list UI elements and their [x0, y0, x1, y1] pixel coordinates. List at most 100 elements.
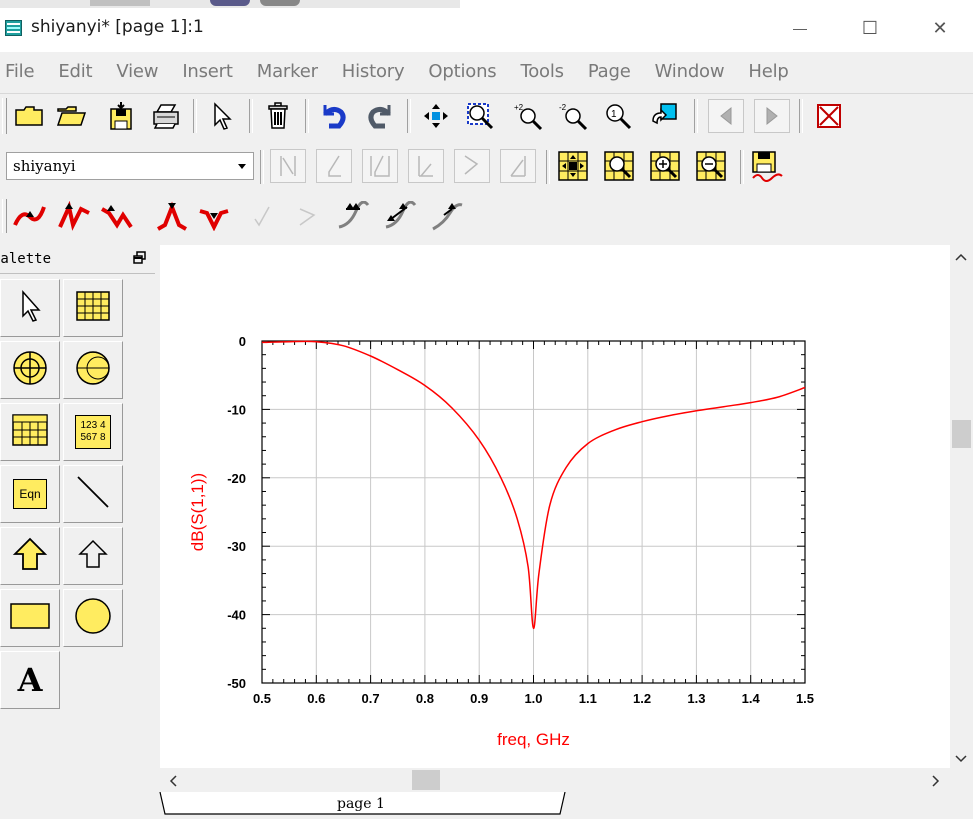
menu-help[interactable]: Help — [748, 60, 789, 82]
stop-icon[interactable] — [812, 99, 846, 133]
undo-icon[interactable] — [317, 99, 351, 133]
menu-insert[interactable]: Insert — [182, 60, 233, 82]
delete-icon[interactable] — [261, 99, 295, 133]
trace-left-icon[interactable] — [362, 149, 398, 183]
prev-trace-icon[interactable] — [316, 149, 352, 183]
line-tool[interactable] — [63, 465, 123, 523]
redo-icon[interactable] — [363, 99, 397, 133]
app-icon — [5, 20, 22, 36]
close-button[interactable]: ✕ — [920, 14, 960, 42]
move-icon[interactable] — [419, 99, 453, 133]
trace-right-icon[interactable] — [408, 149, 444, 183]
marker-delta-mode-icon[interactable] — [383, 199, 417, 233]
print-icon[interactable] — [149, 99, 183, 133]
next-trace-icon[interactable] — [454, 149, 490, 183]
toolbar-separator — [407, 99, 411, 133]
zoom-out-plot-icon[interactable] — [694, 149, 728, 183]
list-table-tool[interactable] — [0, 403, 60, 461]
x-axis-label: freq, GHz — [497, 730, 570, 749]
marker-disabled-1-icon[interactable] — [245, 199, 279, 233]
rectangular-plot-tool[interactable] — [63, 279, 123, 337]
prev-page-icon[interactable] — [708, 99, 744, 133]
insert-page-icon[interactable] — [647, 99, 681, 133]
x-tick-label: 1.5 — [796, 691, 814, 706]
equation-tool[interactable]: Eqn — [0, 465, 60, 523]
zoom-fit-icon[interactable] — [556, 149, 590, 183]
polyline-tool[interactable] — [0, 527, 60, 585]
toolbar-separator — [740, 150, 744, 184]
scroll-left-icon[interactable] — [168, 774, 178, 792]
polygon-tool[interactable] — [63, 527, 123, 585]
first-trace-icon[interactable] — [270, 149, 306, 183]
x-tick-label: 0.7 — [362, 691, 380, 706]
zoom-box-icon[interactable] — [463, 99, 497, 133]
menu-window[interactable]: Window — [654, 60, 725, 82]
vertical-scrollbar[interactable] — [950, 245, 973, 768]
page-tab-1[interactable]: page 1 — [337, 796, 385, 812]
horizontal-scroll-thumb[interactable] — [412, 770, 440, 790]
text-tool[interactable]: A — [0, 651, 60, 709]
y-tick-label: -30 — [227, 539, 246, 554]
polar-plot-tool[interactable] — [0, 341, 60, 399]
minimize-button[interactable]: — — [780, 14, 820, 42]
menu-page[interactable]: Page — [587, 60, 631, 82]
stacked-table-tool[interactable]: 123 4 567 8 — [63, 403, 123, 461]
pointer-tool[interactable] — [0, 279, 60, 337]
pin-icon[interactable] — [133, 251, 147, 265]
plot-canvas[interactable]: 0.5 0.6 0.7 0.8 0.9 1.0 1.1 1.2 1.3 1.4 1.5 0 -10 -20… — [160, 245, 950, 768]
menu-edit[interactable]: Edit — [58, 60, 93, 82]
menu-options[interactable]: Options — [428, 60, 497, 82]
toolbar-grip[interactable] — [2, 98, 7, 134]
toolbar-separator — [305, 99, 309, 133]
rectangle-tool[interactable] — [0, 589, 60, 647]
menu-marker[interactable]: Marker — [256, 60, 318, 82]
page-tab-bar: page 1 — [155, 792, 973, 819]
palette-title: Palette — [0, 251, 52, 267]
marker-delta-icon[interactable] — [336, 199, 370, 233]
menu-tools[interactable]: Tools — [520, 60, 564, 82]
marker-peak-icon[interactable] — [155, 199, 189, 233]
page-select-value: shiyanyi — [13, 157, 76, 175]
smith-chart-icon — [74, 349, 112, 392]
vertical-scroll-thumb[interactable] — [952, 420, 971, 448]
marker-min-icon[interactable] — [99, 199, 133, 233]
x-tick-label: 1.2 — [633, 691, 651, 706]
save-icon[interactable] — [104, 99, 138, 133]
save-plot-icon[interactable] — [750, 149, 784, 183]
marker-new-icon[interactable] — [12, 199, 46, 233]
smith-chart-tool[interactable] — [63, 341, 123, 399]
next-page-icon[interactable] — [754, 99, 790, 133]
marker-disabled-2-icon[interactable] — [290, 199, 324, 233]
select-arrow-icon[interactable] — [205, 99, 239, 133]
zoom-out-2x-icon[interactable]: -2 — [556, 99, 590, 133]
menu-view[interactable]: View — [116, 60, 159, 82]
chevron-down-icon[interactable] — [235, 159, 249, 173]
list-table-icon — [11, 413, 49, 452]
zoom-in-2x-icon[interactable]: +2 — [511, 99, 545, 133]
menu-history[interactable]: History — [341, 60, 405, 82]
marker-valley-icon[interactable] — [197, 199, 231, 233]
scroll-right-icon[interactable] — [931, 774, 941, 792]
marker-max-icon[interactable] — [57, 199, 91, 233]
new-folder-icon[interactable] — [12, 99, 46, 133]
zoom-area-icon[interactable] — [602, 149, 636, 183]
scroll-down-icon[interactable] — [955, 751, 967, 769]
zoom-in-plot-icon[interactable] — [648, 149, 682, 183]
horizontal-scrollbar[interactable] — [160, 768, 950, 792]
marker-toolbar — [0, 193, 973, 239]
toolbar-grip[interactable] — [2, 199, 7, 233]
rectangular-plot[interactable]: 0.5 0.6 0.7 0.8 0.9 1.0 1.1 1.2 1.3 1.4 1.5 0 -10 -20… — [160, 245, 950, 768]
scroll-up-icon[interactable] — [955, 249, 967, 267]
zoom-1x-icon[interactable]: 1 — [601, 99, 635, 133]
menu-file[interactable]: File — [5, 60, 35, 82]
toolbar-separator — [799, 99, 803, 133]
last-trace-icon[interactable] — [500, 149, 536, 183]
marker-offset-icon[interactable] — [430, 199, 464, 233]
maximize-button[interactable]: ☐ — [850, 14, 890, 42]
y-axis-label: dB(S(1,1)) — [188, 473, 207, 551]
x-tick-label: 0.9 — [470, 691, 488, 706]
open-folder-icon[interactable] — [54, 99, 88, 133]
toolbar-separator — [249, 99, 253, 133]
circle-tool[interactable] — [63, 589, 123, 647]
page-select-dropdown[interactable]: shiyanyi — [6, 152, 254, 180]
